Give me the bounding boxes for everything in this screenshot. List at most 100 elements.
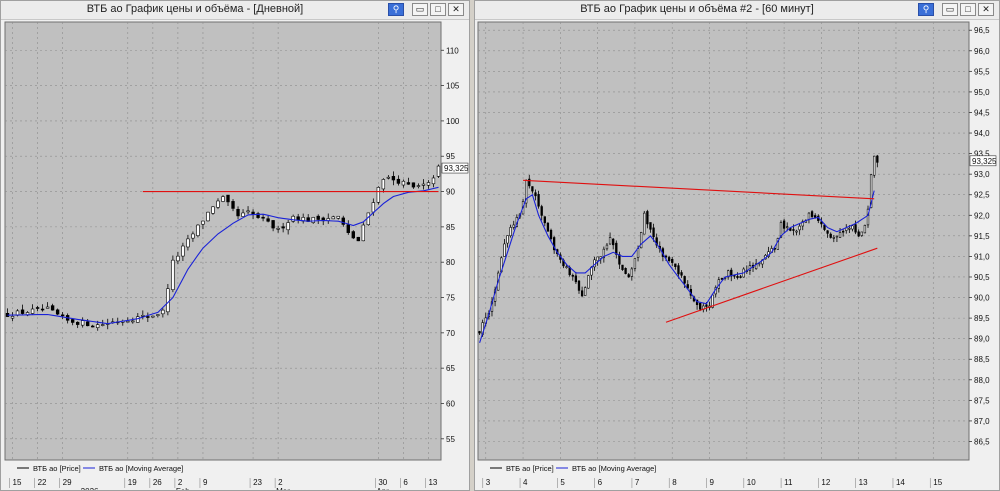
close-button[interactable]: ✕ [978,3,994,16]
minimize-button[interactable]: ▭ [942,3,958,16]
price-candle [680,270,683,278]
x-tick-label: 4 [523,478,528,487]
price-candle [70,318,75,326]
price-candle [331,215,335,220]
x-tick-label: 6 [403,478,408,487]
pin-button[interactable]: ⚲ [918,3,934,16]
price-candle [186,234,190,251]
price-chart[interactable]: 86,5 87,0 87,5 88,0 88,5 89,0 89,5 90,0 90,5 91,0… [475,20,999,490]
window-titlebar[interactable]: ВТБ ао График цены и объёма #2 - [60 мин… [475,1,999,20]
y-tick-label: 65 [446,364,455,373]
price-candle [534,189,537,201]
legend-price-label: ВТБ ао [Price] [33,464,81,473]
last-price-box [441,162,469,174]
minimize-button[interactable]: ▭ [412,3,428,16]
price-candle [286,219,290,235]
price-candle [171,255,175,293]
price-candle [571,273,574,281]
price-candle [615,240,618,259]
x-tick-label: 9 [203,478,208,487]
price-candle [503,238,506,257]
price-candle [291,214,295,223]
x-tick-label: 9 [710,478,715,487]
y-tick-label: 100 [446,117,460,126]
y-tick-label: 90,5 [974,273,990,282]
price-candle [782,218,786,233]
price-candle [346,220,350,235]
close-button[interactable]: ✕ [448,3,464,16]
price-candle [191,231,195,242]
last-price-box [969,155,997,167]
y-tick-label: 96,5 [974,26,990,35]
price-candle [60,312,65,320]
x-tick-label: 23 [253,478,262,487]
price-candle [20,304,25,315]
price-candle [351,230,355,240]
price-candle [624,267,627,275]
price-candle [91,324,95,328]
price-candle [146,312,150,322]
y-tick-label: 75 [446,294,455,303]
window-title: ВТБ ао График цены и объёма #2 - [60 мин… [580,3,814,15]
price-candle [838,227,842,238]
price-candle [512,220,515,230]
price-candle [431,175,436,188]
price-candle [156,314,160,318]
price-candle [426,180,431,189]
x-tick-label: 29 [63,478,72,487]
price-candle [356,236,360,242]
legend-ma-label: ВТБ ао [Moving Average] [99,464,183,473]
price-candle [860,231,863,237]
price-candle [820,217,823,228]
y-tick-label: 80 [446,258,455,267]
price-candle [863,224,867,234]
x-tick-label: 19 [128,478,137,487]
price-candle [832,235,835,243]
price-candle [396,175,401,186]
y-tick-label: 93,5 [974,150,990,159]
price-candle [646,209,649,229]
x-month-label: 2026 [81,487,99,490]
price-candle [736,272,739,280]
price-candle [727,269,730,280]
x-tick-label: 11 [784,478,793,487]
price-candle [436,164,441,178]
price-candle [40,304,45,312]
price-candle [276,225,280,233]
price-candle [55,308,60,316]
maximize-button[interactable]: □ [430,3,446,16]
price-candle [226,194,230,206]
window-title: ВТБ ао График цены и объёма - [Дневной] [86,3,304,15]
price-candle [608,232,612,245]
y-tick-label: 88,5 [974,355,990,364]
x-tick-label: 13 [428,478,437,487]
y-tick-label: 88,0 [974,376,990,385]
price-candle [201,220,205,230]
price-candle [549,228,553,241]
x-tick-label: 26 [153,478,162,487]
price-candle [506,235,509,248]
pin-button[interactable]: ⚲ [388,3,404,16]
plot-area [477,21,970,461]
price-candle [86,318,90,327]
price-candle [281,222,285,233]
y-tick-label: 86,5 [974,437,990,446]
price-candle [876,154,879,168]
price-candle [528,174,531,189]
x-tick-label: 14 [896,478,905,487]
x-month-label: Apr [376,487,389,490]
y-tick-label: 96,0 [974,47,990,56]
x-tick-label: 30 [378,478,387,487]
y-tick-label: 92,5 [974,191,990,200]
price-candle [779,220,783,239]
window-titlebar[interactable]: ВТБ ао График цены и объёма - [Дневной] … [1,1,469,20]
price-candle [546,222,550,232]
price-candle [181,242,185,261]
maximize-button[interactable]: □ [960,3,976,16]
price-candle [810,210,814,219]
price-candle [649,222,652,233]
price-candle [537,190,540,209]
y-tick-label: 89,5 [974,314,990,323]
price-candle [677,263,680,279]
